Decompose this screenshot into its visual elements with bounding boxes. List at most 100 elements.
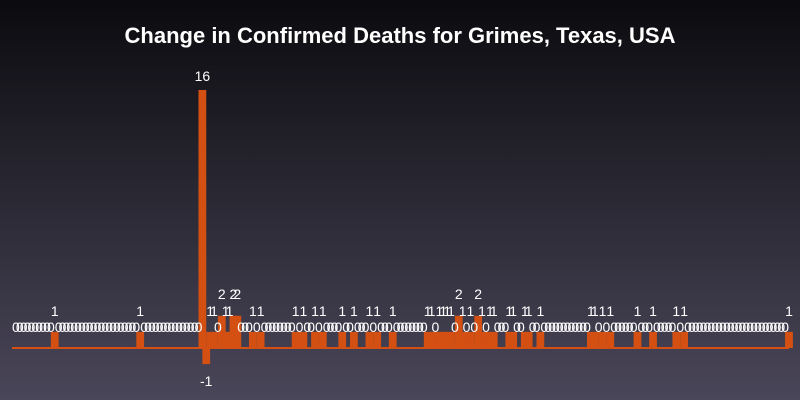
data-label: 0 bbox=[132, 319, 140, 335]
data-label: 0 bbox=[540, 319, 548, 335]
data-label: 1 bbox=[486, 303, 494, 319]
bar bbox=[365, 331, 374, 349]
data-label: 0 bbox=[711, 319, 719, 335]
bar bbox=[509, 331, 518, 349]
bar bbox=[373, 331, 382, 349]
data-label: 1 bbox=[51, 303, 59, 319]
data-label: 0 bbox=[568, 319, 576, 335]
bar bbox=[311, 331, 319, 349]
data-label: 0 bbox=[62, 319, 70, 335]
data-label: 0 bbox=[630, 319, 638, 335]
data-label: 0 bbox=[105, 319, 113, 335]
data-label: 0 bbox=[245, 319, 253, 335]
data-label: 0 bbox=[498, 319, 506, 335]
data-label: 0 bbox=[692, 319, 700, 335]
data-label: 0 bbox=[35, 319, 43, 335]
bar bbox=[318, 331, 327, 349]
data-label: 1 bbox=[249, 303, 257, 319]
data-label: 0 bbox=[556, 319, 564, 335]
data-label: 0 bbox=[346, 319, 354, 335]
data-label: 16 bbox=[195, 68, 211, 84]
bar bbox=[198, 90, 207, 348]
data-label: 1 bbox=[490, 303, 498, 319]
bar bbox=[785, 331, 793, 349]
data-label: 0 bbox=[261, 319, 269, 335]
data-label: 0 bbox=[179, 319, 187, 335]
data-label: 1 bbox=[206, 303, 214, 319]
data-label: 0 bbox=[66, 319, 74, 335]
bar bbox=[217, 315, 226, 348]
data-label: 0 bbox=[626, 319, 634, 335]
data-label: 0 bbox=[187, 319, 195, 335]
bar bbox=[524, 331, 533, 349]
data-label: 0 bbox=[408, 319, 416, 335]
data-label: 0 bbox=[738, 319, 746, 335]
data-label: 0 bbox=[762, 319, 770, 335]
data-label: 0 bbox=[140, 319, 148, 335]
bar bbox=[435, 331, 444, 349]
data-label: 0 bbox=[571, 319, 579, 335]
data-label: 1 bbox=[226, 303, 234, 319]
data-label: 1 bbox=[478, 303, 486, 319]
data-label: 0 bbox=[513, 319, 521, 335]
data-label: 0 bbox=[237, 319, 245, 335]
bar bbox=[478, 331, 486, 349]
bar bbox=[606, 331, 615, 349]
data-label: 0 bbox=[463, 319, 471, 335]
data-label: 0 bbox=[707, 319, 715, 335]
data-label: 0 bbox=[404, 319, 412, 335]
data-label: 0 bbox=[160, 319, 168, 335]
data-label: 0 bbox=[610, 319, 618, 335]
data-label: 1 bbox=[435, 303, 443, 319]
data-label: 0 bbox=[144, 319, 152, 335]
bar bbox=[489, 331, 498, 349]
data-label: 0 bbox=[742, 319, 750, 335]
bar bbox=[388, 331, 397, 349]
data-label: 1 bbox=[428, 303, 436, 319]
data-label: 0 bbox=[482, 319, 490, 335]
data-label: 0 bbox=[323, 319, 331, 335]
data-label: 1 bbox=[467, 303, 475, 319]
bar bbox=[50, 331, 59, 349]
data-label: 0 bbox=[78, 319, 86, 335]
data-label: 0 bbox=[307, 319, 315, 335]
data-label: 1 bbox=[521, 303, 529, 319]
data-label: 1 bbox=[509, 303, 517, 319]
data-label: 1 bbox=[319, 303, 327, 319]
bar bbox=[458, 331, 467, 349]
data-label: -1 bbox=[200, 373, 213, 389]
data-label: 0 bbox=[773, 319, 781, 335]
data-label: 0 bbox=[121, 319, 129, 335]
data-label: 1 bbox=[439, 303, 447, 319]
data-label: 0 bbox=[97, 319, 105, 335]
data-label: 0 bbox=[358, 319, 366, 335]
data-label: 0 bbox=[12, 319, 20, 335]
data-label: 0 bbox=[272, 319, 280, 335]
data-label: 1 bbox=[424, 303, 432, 319]
bars-group bbox=[50, 90, 793, 365]
data-label: 0 bbox=[645, 319, 653, 335]
data-label: 1 bbox=[649, 303, 657, 319]
data-label: 1 bbox=[536, 303, 544, 319]
data-label: 0 bbox=[746, 319, 754, 335]
data-label: 0 bbox=[74, 319, 82, 335]
data-label: 0 bbox=[758, 319, 766, 335]
data-label: 0 bbox=[175, 319, 183, 335]
data-label: 0 bbox=[533, 319, 541, 335]
data-label: 1 bbox=[447, 303, 455, 319]
data-label: 0 bbox=[28, 319, 36, 335]
data-label: 2 bbox=[230, 286, 238, 302]
data-label: 2 bbox=[455, 286, 463, 302]
bar bbox=[680, 331, 688, 349]
data-label: 0 bbox=[412, 319, 420, 335]
data-label: 1 bbox=[366, 303, 374, 319]
data-label: 0 bbox=[70, 319, 78, 335]
data-label: 0 bbox=[676, 319, 684, 335]
data-label: 1 bbox=[591, 303, 599, 319]
data-label: 0 bbox=[43, 319, 51, 335]
data-label: 0 bbox=[665, 319, 673, 335]
bar bbox=[350, 331, 358, 349]
data-label: 0 bbox=[548, 319, 556, 335]
data-label: 0 bbox=[288, 319, 296, 335]
